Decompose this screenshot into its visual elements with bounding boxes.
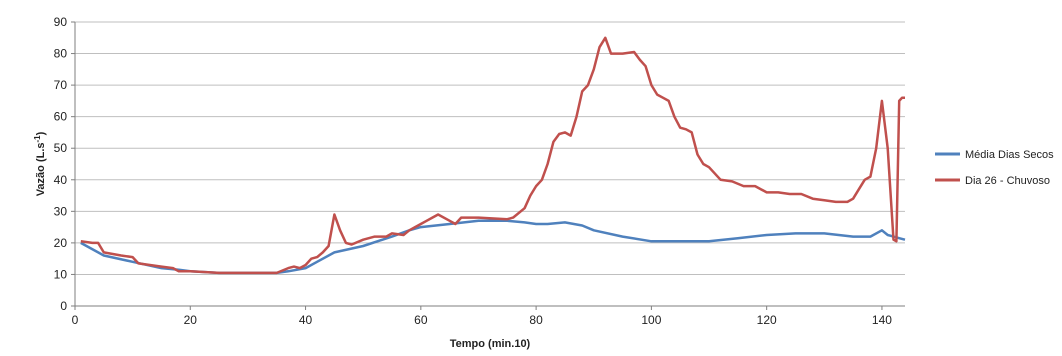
x-tick-label-0: 0 (72, 313, 79, 327)
svg-text:Vazão (L.s-1): Vazão (L.s-1) (33, 131, 47, 196)
legend-label-dia-26-chuvoso: Dia 26 - Chuvoso (965, 175, 1050, 187)
x-tick-label-40: 40 (299, 313, 313, 327)
y-axis-title: Vazão (L.s-1) (33, 131, 47, 196)
tick-labels: 0 10 20 30 40 50 60 70 80 90 0 20 40 60 80 100 120 140 (54, 15, 893, 327)
y-tick-label-10: 10 (54, 267, 68, 281)
y-tick-label-60: 60 (54, 110, 68, 124)
legend-label-m-dia-dias-secos: Média Dias Secos (965, 149, 1054, 161)
y-axis-title-close: ) (35, 131, 47, 135)
y-axis-title-superscript: -1 (33, 135, 42, 143)
x-tick-label-60: 60 (414, 313, 428, 327)
axes (71, 21, 905, 310)
x-axis-title: Tempo (min.10) (450, 338, 531, 350)
series-line-dia-26-chuvoso (80, 36, 905, 275)
y-tick-label-0: 0 (60, 299, 67, 313)
gridlines (75, 21, 905, 275)
y-tick-label-90: 90 (54, 15, 68, 29)
y-tick-label-70: 70 (54, 78, 68, 92)
y-tick-label-40: 40 (54, 173, 68, 187)
y-tick-label-50: 50 (54, 141, 68, 155)
x-tick-label-140: 140 (872, 313, 892, 327)
y-tick-label-80: 80 (54, 47, 68, 61)
x-tick-label-80: 80 (529, 313, 543, 327)
y-tick-label-30: 30 (54, 204, 68, 218)
legend: Média Dias Secos Dia 26 - Chuvoso (935, 149, 1054, 187)
y-axis-title-main: Vazão (L.s (35, 143, 47, 197)
x-tick-label-120: 120 (757, 313, 777, 327)
x-tick-label-100: 100 (641, 313, 661, 327)
x-tick-label-20: 20 (184, 313, 198, 327)
y-tick-label-20: 20 (54, 236, 68, 250)
series-lines (80, 36, 906, 275)
series-line-m-dia-dias-secos (80, 219, 906, 275)
